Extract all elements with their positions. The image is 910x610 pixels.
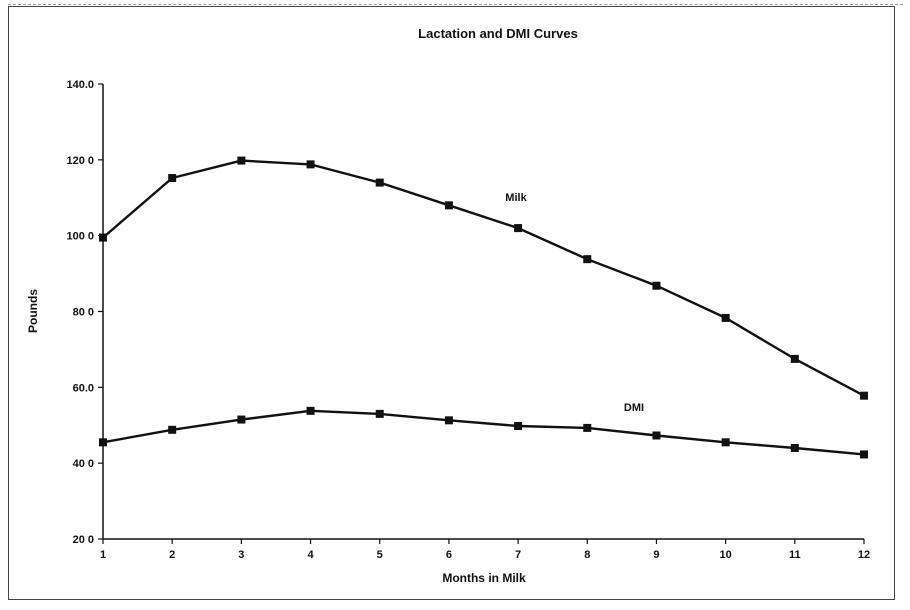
x-axis-ticks: 1 2 3 4 5 6 7 8 9 10 11 12 xyxy=(100,539,870,561)
data-point-dmi xyxy=(375,409,384,418)
x-tick-label: 4 xyxy=(307,549,314,561)
y-tick-label: 40 0 xyxy=(73,458,94,470)
y-axis-label: Pounds xyxy=(26,289,40,333)
data-point-dmi xyxy=(168,425,177,434)
series-label-dmi: DMI xyxy=(624,402,644,414)
x-tick-label: 11 xyxy=(789,549,801,561)
series-milk: Milk xyxy=(99,156,868,400)
x-tick-label: 3 xyxy=(238,549,244,561)
x-tick-label: 7 xyxy=(515,549,521,561)
data-point-milk xyxy=(306,160,315,169)
data-point-milk xyxy=(860,391,868,400)
series-line-dmi xyxy=(102,409,865,456)
data-point-dmi xyxy=(790,444,799,452)
data-point-milk xyxy=(168,174,177,183)
x-tick-label: 1 xyxy=(100,549,106,561)
y-tick-label: 100 0 xyxy=(66,231,94,243)
data-point-dmi xyxy=(444,416,453,425)
y-tick-label: 80 0 xyxy=(73,307,94,319)
axes xyxy=(102,84,864,540)
frame-top-dash xyxy=(8,4,903,6)
y-axis-ticks: 20 0 40 0 60.0 80 0 100 0 120 0 140.0 xyxy=(66,79,103,546)
data-point-dmi xyxy=(721,438,730,447)
data-point-dmi xyxy=(652,431,661,440)
data-point-milk xyxy=(583,255,592,264)
x-tick-label: 8 xyxy=(584,549,590,561)
data-point-milk xyxy=(721,313,730,322)
series-dmi: DMI xyxy=(99,402,868,459)
data-point-milk xyxy=(444,201,453,210)
x-tick-label: 12 xyxy=(858,549,870,561)
x-tick-label: 2 xyxy=(169,549,175,561)
data-point-dmi xyxy=(514,422,523,431)
data-point-milk xyxy=(790,354,799,363)
x-tick-label: 5 xyxy=(377,549,383,561)
data-point-milk xyxy=(237,156,246,165)
data-point-dmi xyxy=(99,438,107,447)
chart-title: Lactation and DMI Curves xyxy=(418,26,578,41)
y-tick-label: 60.0 xyxy=(73,382,94,394)
x-tick-label: 6 xyxy=(446,549,452,561)
data-point-dmi xyxy=(583,423,592,432)
data-point-dmi xyxy=(860,450,868,459)
data-point-milk xyxy=(514,224,523,233)
y-tick-label: 20 0 xyxy=(73,534,94,546)
y-tick-label: 120 0 xyxy=(66,155,94,167)
x-tick-label: 9 xyxy=(653,549,659,561)
series-line-milk xyxy=(102,159,865,397)
x-axis-label: Months in Milk xyxy=(442,571,526,585)
series-group: Milk DMI xyxy=(99,156,868,459)
chart-frame xyxy=(8,6,895,600)
data-point-milk xyxy=(99,233,107,242)
x-tick-label: 10 xyxy=(720,549,732,561)
data-point-dmi xyxy=(306,406,315,415)
y-tick-label: 140.0 xyxy=(66,79,94,91)
data-point-milk xyxy=(375,178,384,187)
data-point-milk xyxy=(652,281,661,290)
series-label-milk: Milk xyxy=(505,192,527,204)
data-point-dmi xyxy=(237,415,246,424)
